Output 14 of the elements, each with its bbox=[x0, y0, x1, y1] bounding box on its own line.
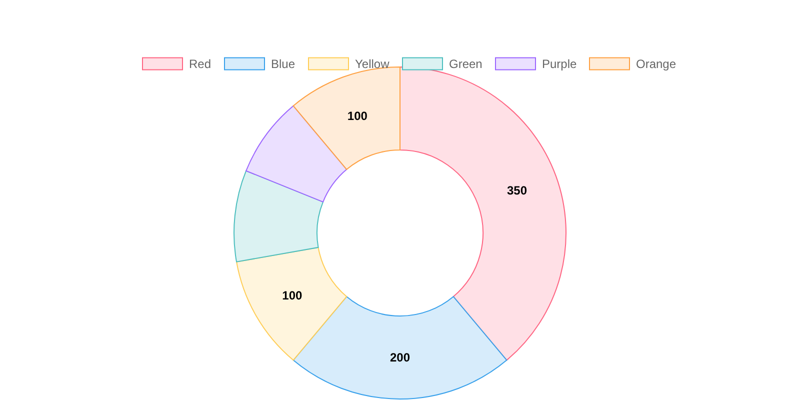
donut-slice bbox=[234, 170, 324, 262]
data-label: 100 bbox=[347, 109, 368, 124]
data-label: 350 bbox=[506, 183, 528, 198]
legend-label: Green bbox=[449, 56, 482, 71]
legend-label: Orange bbox=[636, 56, 676, 71]
legend-label: Blue bbox=[271, 56, 296, 71]
legend-label: Red bbox=[189, 56, 212, 71]
donut-slice bbox=[292, 66, 400, 170]
data-label: 200 bbox=[390, 350, 410, 364]
legend-label: Yellow bbox=[355, 56, 390, 71]
data-label: 100 bbox=[282, 288, 303, 302]
donut-slice bbox=[236, 246, 348, 361]
legend-label: Purple bbox=[542, 56, 578, 71]
donut-slice bbox=[246, 105, 348, 202]
